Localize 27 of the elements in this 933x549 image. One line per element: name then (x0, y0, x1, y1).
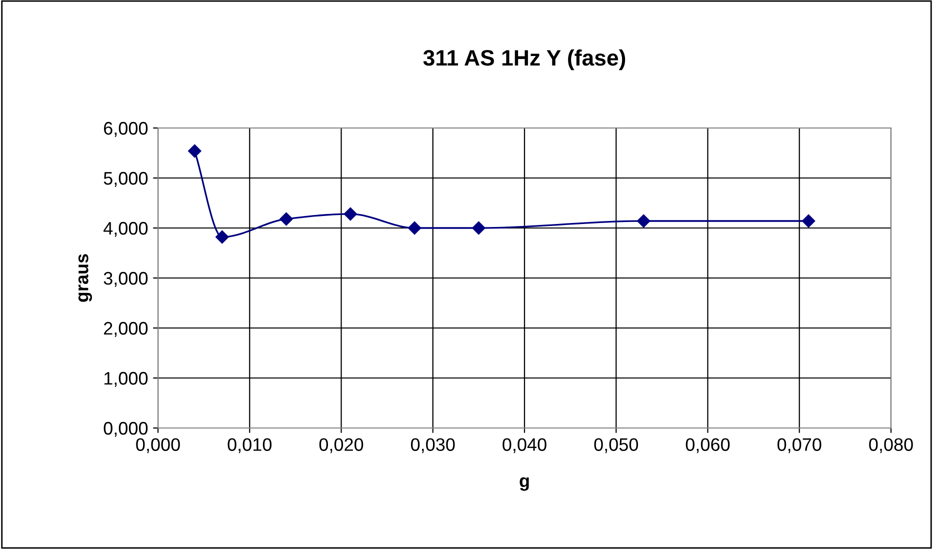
x-axis-title: g (520, 477, 529, 491)
y-tick-label: 5,000 (104, 172, 148, 187)
x-tick-label: 0,070 (777, 438, 822, 454)
x-tick-label: 0,060 (686, 438, 730, 454)
x-tick-label: 0,020 (319, 438, 364, 454)
y-tick-label: 1,000 (104, 372, 148, 387)
x-tick-label: 0,080 (869, 438, 913, 454)
y-axis-title: graus (78, 254, 92, 302)
y-tick-label: 0,000 (104, 422, 148, 437)
point (802, 214, 816, 228)
x-tick-label: 0,000 (136, 438, 180, 454)
x-tick-label: 0,010 (228, 438, 272, 454)
x-tick-label: 0,050 (594, 438, 638, 454)
point (188, 144, 202, 158)
point (344, 207, 357, 221)
y-tick-label: 3,000 (104, 272, 148, 287)
chart-title: 311 AS 1Hz Y (fase) (423, 49, 626, 70)
y-tick-label: 4,000 (104, 222, 148, 237)
point (637, 214, 650, 228)
y-tick-label: 6,000 (104, 122, 148, 137)
point (280, 212, 293, 226)
y-tick-label: 2,000 (104, 322, 148, 337)
point (472, 221, 486, 235)
x-tick-label: 0,040 (502, 438, 546, 454)
x-tick-label: 0,030 (410, 438, 455, 454)
point (408, 221, 422, 235)
point (216, 230, 229, 244)
